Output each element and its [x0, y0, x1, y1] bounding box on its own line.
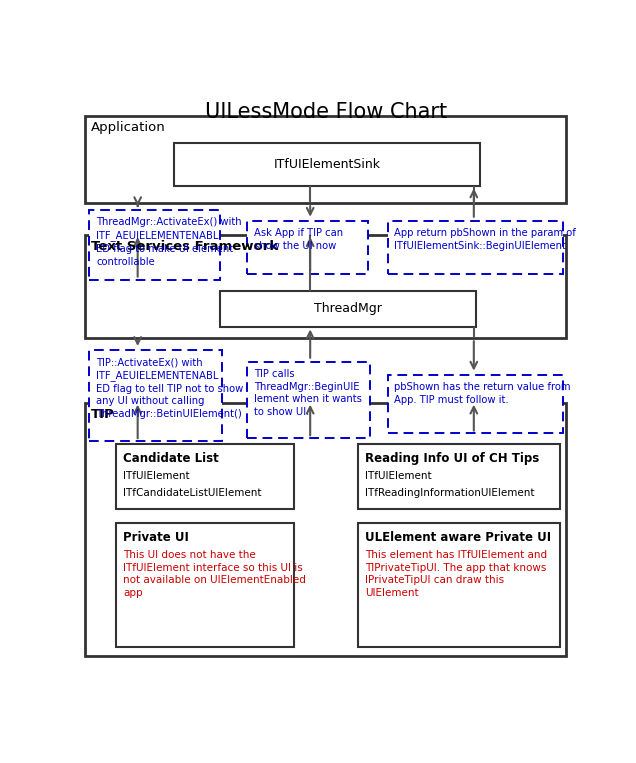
Text: Ask App if TIP can
show the UI now: Ask App if TIP can show the UI now [254, 228, 343, 251]
Bar [89, 211, 220, 279]
Bar [85, 236, 567, 338]
Text: pbShown has the return value from
App. TIP must follow it.: pbShown has the return value from App. T… [394, 382, 571, 404]
Text: ITfUIElement: ITfUIElement [123, 471, 190, 481]
Bar [85, 116, 567, 203]
Bar [116, 444, 294, 509]
Bar [247, 221, 368, 274]
Bar [89, 350, 223, 441]
Text: Text Services Framework: Text Services Framework [92, 240, 279, 253]
Text: UILessMode Flow Chart: UILessMode Flow Chart [205, 101, 447, 121]
Text: TIP::ActivateEx() with
ITF_AEUIELEMENTENABL
ED flag to tell TIP not to show
any : TIP::ActivateEx() with ITF_AEUIELEMENTEN… [96, 357, 244, 419]
Text: ThreadMgr::ActivateEx() with
ITF_AEUIELEMENTENABL
ED flag to make UI element
con: ThreadMgr::ActivateEx() with ITF_AEUIELE… [96, 217, 242, 266]
Text: ULElement aware Private UI: ULElement aware Private UI [365, 531, 551, 544]
Bar [358, 523, 560, 647]
Text: Reading Info UI of CH Tips: Reading Info UI of CH Tips [365, 452, 539, 465]
Bar [387, 221, 562, 274]
Bar [85, 403, 567, 655]
Text: Application: Application [92, 121, 166, 134]
Text: This element has ITfUIElement and
TIPrivateTipUI. The app that knows
IPrivateTip: This element has ITfUIElement and TIPriv… [365, 550, 547, 598]
Bar [220, 291, 476, 327]
Bar [387, 375, 562, 433]
Bar [116, 523, 294, 647]
Text: TIP: TIP [92, 407, 115, 420]
Text: Private UI: Private UI [123, 531, 190, 544]
Bar [358, 444, 560, 509]
Bar [247, 362, 370, 438]
Text: ITfUIElementSink: ITfUIElementSink [273, 158, 380, 171]
Text: TIP calls
ThreadMgr::BeginUIE
lement when it wants
to show UI.: TIP calls ThreadMgr::BeginUIE lement whe… [254, 369, 362, 417]
Bar [174, 143, 480, 185]
Text: ITfUIElement: ITfUIElement [365, 471, 431, 481]
Text: App return pbShown in the param of
ITfUIElementSink::BeginUIElement: App return pbShown in the param of ITfUI… [394, 228, 576, 251]
Text: ThreadMgr: ThreadMgr [314, 302, 382, 315]
Text: ITfReadingInformationUIElement: ITfReadingInformationUIElement [365, 488, 534, 498]
Text: This UI does not have the
ITfUIElement interface so this UI is
not available on : This UI does not have the ITfUIElement i… [123, 550, 307, 598]
Text: Candidate List: Candidate List [123, 452, 219, 465]
Text: ITfCandidateListUIElement: ITfCandidateListUIElement [123, 488, 262, 498]
